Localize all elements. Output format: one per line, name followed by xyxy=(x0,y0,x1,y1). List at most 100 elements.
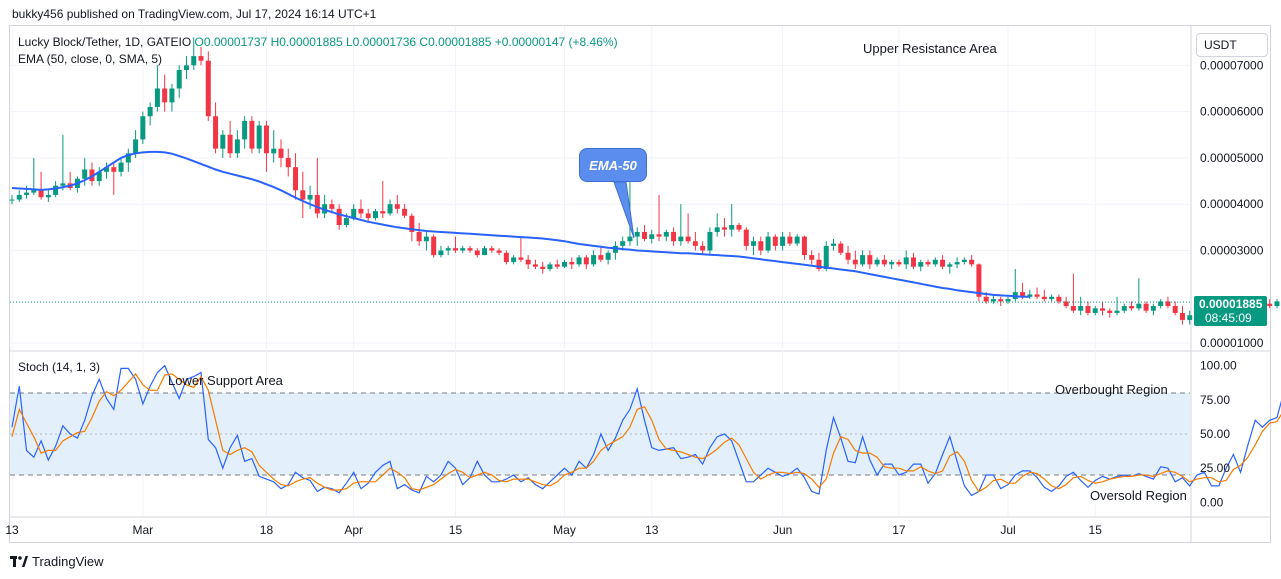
bar-countdown: 08:45:09 xyxy=(1205,311,1252,325)
candle xyxy=(1085,301,1091,316)
candle-body xyxy=(140,116,146,140)
candle xyxy=(583,255,589,269)
candle xyxy=(860,250,866,267)
candle xyxy=(961,257,967,265)
candle-body xyxy=(1100,308,1105,311)
time-tick-label: May xyxy=(553,523,576,537)
time-tick-label: 15 xyxy=(1089,523,1103,537)
candle xyxy=(387,199,393,216)
candle xyxy=(402,204,408,219)
stoch-legend[interactable]: Stoch (14, 1, 3) xyxy=(18,360,101,374)
time-tick-label: 15 xyxy=(449,523,463,537)
ema-layer xyxy=(11,150,1030,298)
stoch-layer xyxy=(11,364,1281,497)
candle-body xyxy=(910,257,916,267)
overbought-label: Overbought Region xyxy=(1055,382,1168,397)
candle-body xyxy=(365,213,371,219)
candle xyxy=(140,111,146,145)
candle-body xyxy=(1150,306,1156,311)
tradingview-logo[interactable]: TradingView xyxy=(10,554,104,569)
candle-body xyxy=(801,236,807,256)
candle xyxy=(547,262,553,272)
candle-body xyxy=(16,194,22,200)
candle-body xyxy=(700,245,706,251)
candle-body xyxy=(445,248,451,251)
candle xyxy=(1158,299,1164,309)
candle xyxy=(540,262,546,274)
candle xyxy=(751,236,757,256)
candle xyxy=(489,245,495,253)
candle-body xyxy=(1034,294,1040,297)
candle xyxy=(162,74,168,112)
candle xyxy=(452,236,458,253)
symbol-name: Lucky Block/Tether, 1D, GATEIO xyxy=(18,35,192,49)
candle xyxy=(1121,303,1127,313)
candle-body xyxy=(547,264,553,269)
candle-body xyxy=(234,139,240,154)
ohlc-values: O0.00001737 H0.00001885 L0.00001736 C0.0… xyxy=(194,35,618,49)
candle-body xyxy=(154,88,160,107)
currency-selector[interactable]: USDT xyxy=(1196,33,1268,57)
candle-body xyxy=(576,257,582,265)
candle xyxy=(787,231,793,246)
candle-body xyxy=(845,252,851,260)
candle-body xyxy=(300,190,306,200)
candle-body xyxy=(423,236,429,242)
candle xyxy=(518,236,524,263)
candle-body xyxy=(772,236,778,246)
candle xyxy=(736,222,742,232)
candle xyxy=(990,294,996,304)
candle xyxy=(373,208,378,221)
candle xyxy=(852,250,858,269)
candle-body xyxy=(1027,294,1033,297)
ema-line xyxy=(11,150,1030,298)
candle xyxy=(191,37,197,70)
candle xyxy=(1107,308,1113,318)
candle xyxy=(562,259,568,269)
ema-legend[interactable]: EMA (50, close, 0, SMA, 5) xyxy=(18,52,163,66)
candle xyxy=(532,259,538,269)
time-tick-label: Apr xyxy=(344,523,363,537)
candle-body xyxy=(104,167,110,172)
candle-body xyxy=(961,259,967,263)
time-tick-label: 17 xyxy=(892,523,906,537)
candle xyxy=(496,248,502,256)
candle-body xyxy=(183,65,189,70)
stoch-tick-label: 75.00 xyxy=(1200,393,1230,407)
oversold-label: Oversold Region xyxy=(1090,488,1187,503)
candle xyxy=(511,255,517,265)
candle xyxy=(423,231,429,251)
price-tick-label: 0.00005000 xyxy=(1200,151,1264,165)
candle xyxy=(598,245,604,263)
candle-body xyxy=(329,204,335,209)
candle xyxy=(947,262,953,274)
candle xyxy=(467,245,473,253)
candle xyxy=(154,65,160,112)
candle-body xyxy=(1041,296,1047,300)
candle-body xyxy=(918,262,924,267)
candle-body xyxy=(198,56,204,61)
candle-body xyxy=(714,227,720,232)
candle xyxy=(409,213,415,242)
candle xyxy=(1100,301,1105,316)
candle-body xyxy=(860,255,866,265)
candle-body xyxy=(562,262,568,267)
candle-body xyxy=(503,252,509,263)
candle xyxy=(1056,294,1062,304)
candle-body xyxy=(591,255,597,265)
price-tick-label: 0.00004000 xyxy=(1200,197,1264,211)
candle xyxy=(256,120,262,154)
candle-body xyxy=(983,296,989,302)
candle-body xyxy=(38,190,44,198)
symbol-legend[interactable]: Lucky Block/Tether, 1D, GATEIO O0.000017… xyxy=(18,35,618,49)
candle xyxy=(685,213,691,244)
candle-body xyxy=(60,183,66,186)
candle xyxy=(147,102,153,126)
candle xyxy=(976,263,982,302)
candle-body xyxy=(947,264,953,267)
candle xyxy=(889,259,895,269)
candle xyxy=(300,171,306,219)
candle-body xyxy=(358,208,364,214)
candle-body xyxy=(96,171,102,182)
